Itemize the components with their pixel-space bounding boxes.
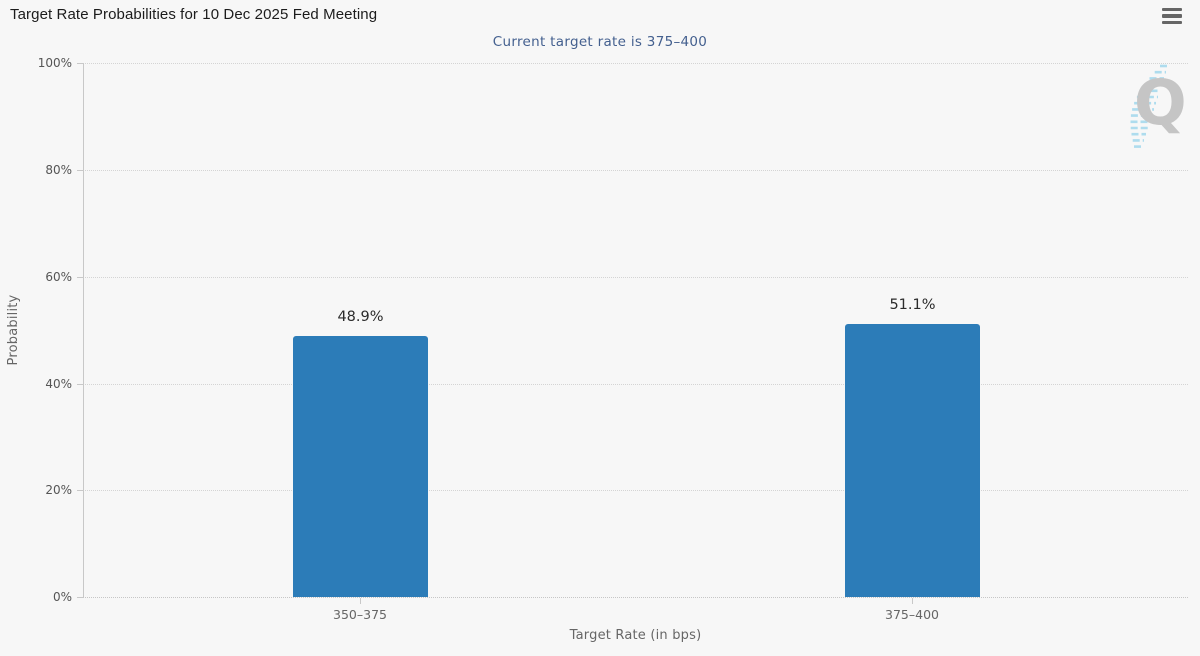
y-tick-label: 80% (45, 163, 72, 177)
quikstrike-watermark: Q (1100, 60, 1200, 170)
x-category-label: 375–400 (885, 607, 939, 622)
x-tick (360, 598, 361, 604)
bar-value-label: 48.9% (337, 308, 384, 325)
y-tick-label: 40% (45, 377, 72, 391)
gridline-20 (83, 490, 1188, 491)
y-tick (77, 490, 83, 491)
gridline-100 (83, 63, 1188, 64)
chart-subtitle: Current target rate is 375–400 (492, 34, 708, 50)
x-tick (912, 598, 913, 604)
watermark-q-letter: Q (1134, 66, 1187, 139)
x-category-label: 350–375 (333, 607, 387, 622)
y-tick (77, 277, 83, 278)
bar-375-400[interactable] (845, 324, 980, 597)
gridline-40 (83, 384, 1188, 385)
y-axis-title: Probability (6, 294, 21, 366)
gridline-60 (83, 277, 1188, 278)
y-tick-label: 100% (37, 56, 72, 70)
y-tick-label: 0% (52, 590, 72, 604)
watermark-blue-dashes-icon (1130, 64, 1168, 148)
y-axis-line (83, 63, 84, 597)
x-axis-title: Target Rate (in bps) (569, 628, 702, 643)
bar-350-375[interactable] (293, 335, 428, 597)
hamburger-bar (1162, 20, 1182, 24)
y-tick-label: 20% (45, 483, 72, 497)
y-tick-label: 60% (45, 270, 72, 284)
y-tick (77, 170, 83, 171)
bar-value-label: 51.1% (889, 297, 936, 314)
hamburger-menu-icon[interactable] (1162, 8, 1182, 24)
page-title: Target Rate Probabilities for 10 Dec 202… (10, 6, 378, 23)
y-tick (77, 597, 83, 598)
hamburger-bar (1162, 8, 1182, 12)
y-tick (77, 384, 83, 385)
gridline-80 (83, 170, 1188, 171)
y-tick (77, 63, 83, 64)
x-axis-baseline (83, 597, 1188, 598)
hamburger-bar (1162, 14, 1182, 18)
